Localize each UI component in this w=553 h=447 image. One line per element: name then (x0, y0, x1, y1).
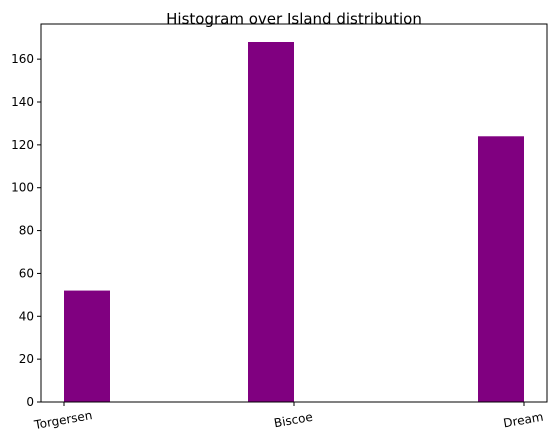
bar-torgersen (64, 290, 110, 402)
chart-title: Histogram over Island distribution (166, 10, 422, 28)
y-tick-label: 120 (11, 138, 34, 152)
y-tick-label: 140 (11, 95, 34, 109)
y-tick-label: 0 (26, 395, 34, 409)
y-axis: 0 20 40 60 80 100 120 140 160 (11, 52, 41, 409)
bar-biscoe (248, 42, 294, 402)
y-tick-label: 80 (19, 224, 34, 238)
bar-dream (478, 136, 524, 403)
y-tick-label: 60 (19, 266, 34, 280)
x-tick-label-dream: Dream (502, 410, 544, 431)
y-tick-label: 160 (11, 52, 34, 66)
y-tick-label: 100 (11, 181, 34, 195)
x-tick-label-biscoe: Biscoe (273, 410, 314, 431)
bars-group (64, 42, 524, 403)
x-tick-label-torgersen: Torgersen (32, 408, 93, 432)
y-tick-label: 20 (19, 352, 34, 366)
x-axis: Torgersen Biscoe Dream (32, 402, 544, 432)
y-tick-label: 40 (19, 309, 34, 323)
plot-frame (40, 23, 548, 403)
